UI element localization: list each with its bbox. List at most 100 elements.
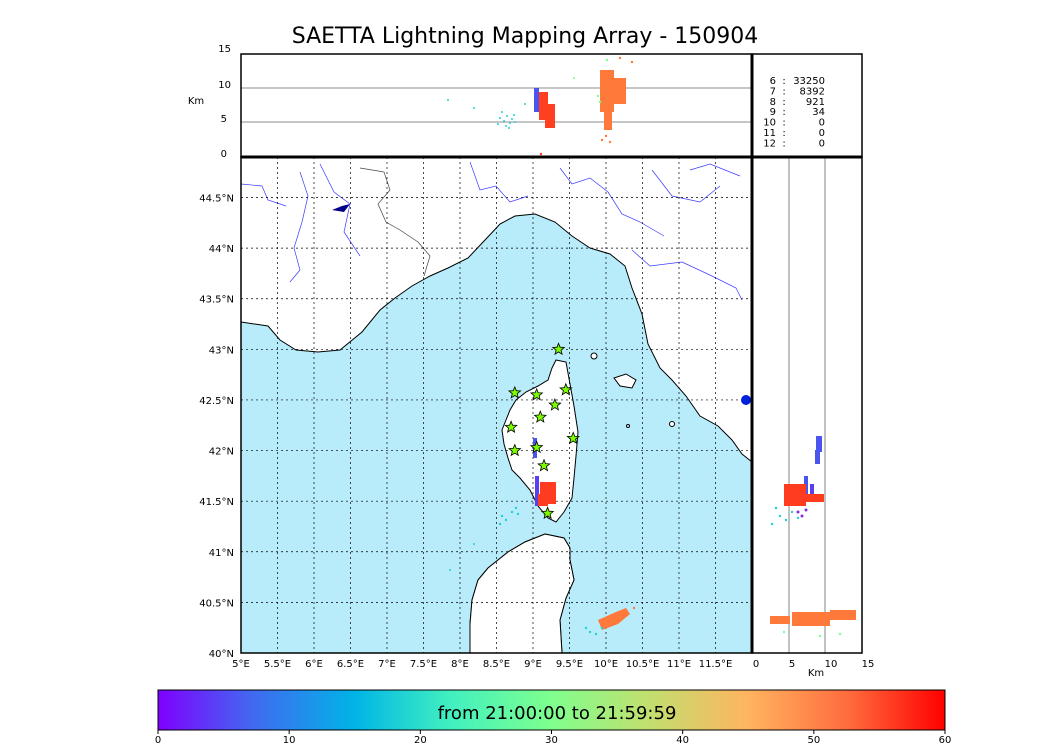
- stats-row: 9: 34: [770, 107, 825, 118]
- lon-label: 9°E: [524, 659, 542, 670]
- stats-key: 9: [770, 107, 776, 118]
- lat-label: 41°N: [209, 548, 234, 559]
- lon-label: 8.5°E: [483, 659, 510, 670]
- stats-separator: :: [782, 97, 785, 108]
- lat-label: 42.5°N: [199, 396, 234, 407]
- lake-geneva: [332, 204, 350, 212]
- station-star-marker: [533, 409, 548, 423]
- colorbar-tick-label: 60: [939, 735, 952, 746]
- side-xtick-15: 15: [862, 659, 875, 670]
- colorbar-tick-label: 40: [676, 735, 689, 746]
- lon-label: 11°E: [667, 659, 691, 670]
- stats-key: 10: [763, 118, 776, 129]
- stats-separator: :: [782, 76, 785, 87]
- top-altitude-panel: [240, 53, 753, 158]
- station-star-marker: [504, 420, 518, 433]
- lat-label: 40°N: [209, 649, 234, 660]
- top-ytick-0: 0: [221, 149, 227, 160]
- lat-label: 44°N: [209, 244, 234, 255]
- top-panel-sources: [447, 56, 634, 156]
- colorbar-ticks: 0 10 20 30 40 50 60: [155, 730, 952, 746]
- side-panel-sources: [770, 436, 856, 638]
- lat-label: 42°N: [209, 447, 234, 458]
- lat-labels: 44.5°N 44°N 43.5°N 43°N 42.5°N 42°N 41.5°N 41°N…: [199, 193, 234, 660]
- station-star-marker: [559, 382, 573, 396]
- top-ytick-15: 15: [218, 44, 231, 55]
- colorbar-tick-label: 30: [545, 735, 558, 746]
- lon-label: 6°E: [305, 659, 323, 670]
- stats-value: 0: [819, 118, 825, 129]
- lon-label: 5.5°E: [264, 659, 291, 670]
- lat-label: 43.5°N: [199, 295, 234, 306]
- map-graticule: [241, 157, 752, 653]
- station-star-marker: [507, 385, 522, 399]
- stats-key: 7: [770, 86, 776, 97]
- station-star-marker: [507, 443, 522, 457]
- montecristo-island: [626, 424, 630, 428]
- lon-labels: 5°E 5.5°E 6°E 6.5°E 7°E 7.5°E 8°E 8.5°E 9°E 9.5°E…: [232, 659, 732, 670]
- stats-value: 34: [812, 107, 825, 118]
- stats-separator: :: [782, 107, 785, 118]
- stats-row: 12: 0: [763, 138, 825, 149]
- top-ytick-10: 10: [218, 80, 231, 91]
- side-xtick-10: 10: [825, 659, 838, 670]
- station-star-marker: [529, 387, 544, 401]
- stats-separator: :: [782, 118, 785, 129]
- colorbar-tick-label: 10: [283, 735, 296, 746]
- lon-label: 7.5°E: [410, 659, 437, 670]
- giglio-island: [669, 421, 675, 427]
- stats-row: 11: 0: [763, 128, 825, 139]
- station-star-marker: [566, 431, 580, 445]
- colorbar: from 21:00:00 to 21:59:59 0 10 20 30 40 50 60: [155, 689, 952, 746]
- stats-frame: [751, 53, 863, 158]
- stats-value: 33250: [793, 76, 825, 87]
- lat-label: 41.5°N: [199, 497, 234, 508]
- lon-label: 7°E: [378, 659, 396, 670]
- lon-label: 8°E: [451, 659, 469, 670]
- stats-value: 8392: [800, 86, 825, 97]
- stats-key: 12: [763, 138, 776, 149]
- stats-key: 8: [770, 97, 776, 108]
- colorbar-label: from 21:00:00 to 21:59:59: [438, 703, 677, 724]
- stats-separator: :: [782, 138, 785, 149]
- borders: [359, 167, 431, 277]
- stats-value: 0: [819, 138, 825, 149]
- stats-row: 7: 8392: [770, 86, 825, 97]
- stats-separator: :: [782, 128, 785, 139]
- top-ylabel: Km: [188, 96, 204, 107]
- side-altitude-panel: [751, 156, 863, 654]
- station-star-marker: [551, 342, 566, 356]
- side-xtick-0: 0: [753, 659, 759, 670]
- lon-label: 5°E: [232, 659, 250, 670]
- top-ytick-5: 5: [221, 114, 227, 125]
- lat-label: 44.5°N: [199, 193, 234, 204]
- lon-label: 11.5°E: [699, 659, 733, 670]
- lon-label: 6.5°E: [337, 659, 364, 670]
- lat-label: 43°N: [209, 345, 234, 356]
- stats-key: 6: [770, 76, 776, 87]
- station-markers: [504, 342, 580, 520]
- sardinia-island: [469, 533, 575, 653]
- colorbar-gradient: [157, 689, 946, 731]
- side-xlabel: Km: [808, 668, 824, 679]
- lat-label: 40.5°N: [199, 598, 234, 609]
- stats-row: 6:33250: [770, 76, 825, 87]
- top-panel-bg: [241, 54, 752, 157]
- capraia-island: [590, 352, 598, 360]
- station-star-marker: [529, 440, 544, 454]
- lon-label: 10°E: [594, 659, 618, 670]
- stats-value: 0: [819, 128, 825, 139]
- side-xtick-5: 5: [789, 659, 795, 670]
- lon-label: 10.5°E: [626, 659, 660, 670]
- stats-value: 921: [806, 97, 825, 108]
- elba-island: [613, 373, 637, 389]
- corsica-island: [501, 359, 579, 523]
- station-star-marker: [548, 397, 562, 411]
- colorbar-tick-label: 0: [155, 735, 161, 746]
- stats-separator: :: [782, 86, 785, 97]
- map-panel: [240, 156, 753, 654]
- figure-title: SAETTA Lightning Mapping Array - 150904: [291, 24, 759, 49]
